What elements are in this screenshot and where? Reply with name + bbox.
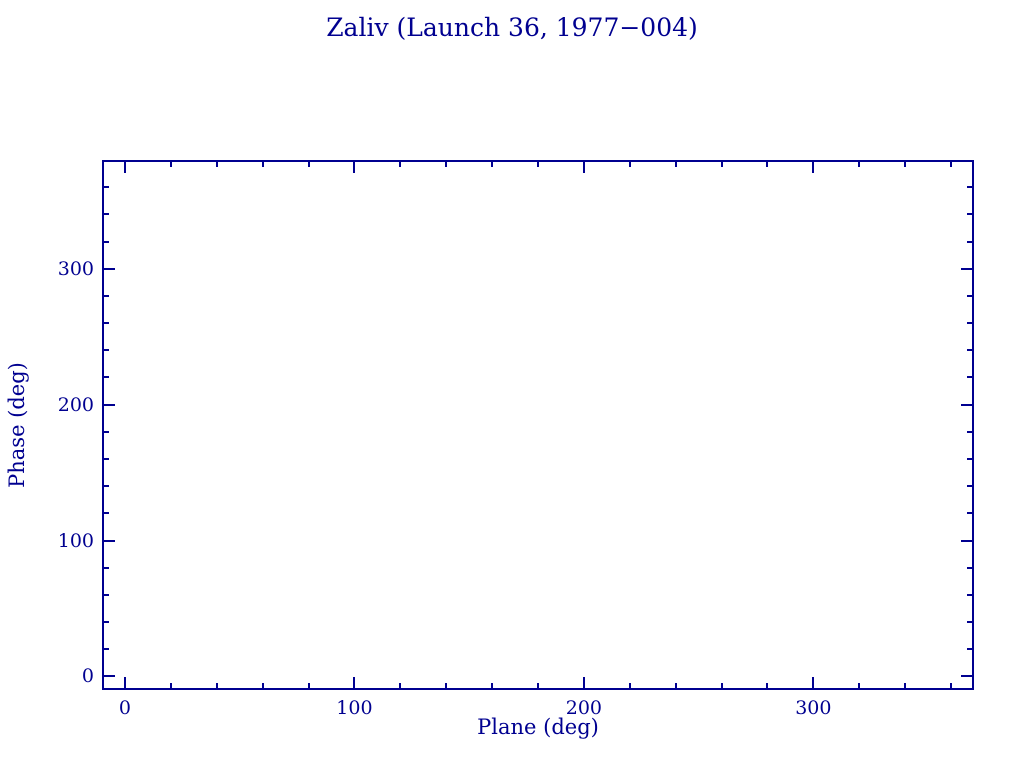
y-minor-tick bbox=[967, 376, 974, 379]
y-tick-label: 100 bbox=[57, 529, 94, 552]
y-minor-tick bbox=[102, 213, 109, 216]
y-minor-tick bbox=[967, 457, 974, 460]
plot-frame bbox=[102, 160, 974, 690]
x-minor-tick bbox=[674, 160, 677, 167]
x-minor-tick bbox=[537, 160, 539, 167]
x-minor-tick bbox=[858, 160, 861, 167]
x-minor-tick bbox=[950, 160, 953, 167]
x-minor-tick bbox=[215, 683, 218, 690]
x-minor-tick bbox=[950, 683, 953, 690]
x-major-tick bbox=[812, 677, 815, 690]
y-major-tick bbox=[102, 539, 115, 542]
y-major-tick bbox=[102, 403, 115, 406]
x-minor-tick bbox=[215, 160, 218, 167]
x-minor-tick bbox=[445, 160, 448, 167]
y-minor-tick bbox=[967, 213, 974, 216]
y-minor-tick bbox=[102, 294, 109, 297]
x-major-tick bbox=[812, 160, 815, 173]
y-minor-tick bbox=[102, 566, 109, 569]
y-minor-tick bbox=[102, 376, 109, 379]
y-minor-tick bbox=[967, 322, 974, 325]
x-minor-tick bbox=[261, 160, 264, 167]
x-minor-tick bbox=[720, 683, 723, 690]
y-minor-tick bbox=[102, 430, 109, 433]
y-tick-label: 0 bbox=[81, 665, 94, 688]
y-minor-tick bbox=[102, 322, 109, 325]
y-major-tick bbox=[961, 403, 974, 406]
x-minor-tick bbox=[674, 683, 677, 690]
x-major-tick bbox=[582, 677, 585, 690]
x-minor-tick bbox=[537, 683, 539, 690]
y-major-tick bbox=[961, 675, 974, 678]
y-minor-tick bbox=[102, 621, 109, 624]
x-axis-label: Plane (deg) bbox=[477, 715, 599, 739]
x-minor-tick bbox=[261, 683, 264, 690]
x-minor-tick bbox=[904, 160, 907, 167]
x-minor-tick bbox=[445, 683, 448, 690]
y-tick-label: 300 bbox=[57, 257, 94, 280]
y-minor-tick bbox=[967, 648, 974, 651]
y-minor-tick bbox=[102, 485, 109, 488]
y-minor-tick bbox=[102, 593, 109, 596]
x-minor-tick bbox=[169, 160, 172, 167]
y-minor-tick bbox=[967, 512, 974, 515]
x-tick-label: 100 bbox=[336, 697, 373, 719]
chart-title: Zaliv (Launch 36, 1977−004) bbox=[326, 13, 698, 42]
x-minor-tick bbox=[399, 160, 402, 167]
y-minor-tick bbox=[102, 512, 109, 515]
x-minor-tick bbox=[169, 683, 172, 690]
y-minor-tick bbox=[967, 485, 974, 488]
y-minor-tick bbox=[102, 457, 109, 460]
x-minor-tick bbox=[491, 683, 494, 690]
y-axis-label: Phase (deg) bbox=[5, 362, 29, 488]
x-minor-tick bbox=[766, 683, 769, 690]
x-major-tick bbox=[123, 160, 126, 173]
plot-area: 0 100 200 300 0 100 200 300 bbox=[58, 160, 974, 719]
y-major-tick bbox=[102, 675, 115, 678]
x-minor-tick bbox=[628, 160, 631, 167]
x-minor-tick bbox=[904, 683, 907, 690]
y-minor-tick bbox=[967, 294, 974, 297]
x-minor-tick bbox=[766, 160, 769, 167]
x-minor-tick bbox=[720, 160, 723, 167]
x-minor-tick bbox=[491, 160, 494, 167]
x-major-tick bbox=[353, 160, 356, 173]
y-minor-tick bbox=[102, 186, 109, 189]
y-minor-tick bbox=[967, 430, 974, 433]
x-tick-label: 0 bbox=[118, 697, 131, 719]
y-tick-label: 200 bbox=[57, 393, 94, 416]
y-minor-tick bbox=[967, 349, 974, 352]
x-major-tick bbox=[353, 677, 356, 690]
y-minor-tick bbox=[967, 240, 974, 243]
y-minor-tick bbox=[102, 349, 109, 352]
x-major-tick bbox=[123, 677, 126, 690]
x-minor-tick bbox=[307, 683, 310, 690]
x-major-tick bbox=[582, 160, 585, 173]
x-minor-tick bbox=[399, 683, 402, 690]
x-minor-tick bbox=[307, 160, 310, 167]
y-minor-tick bbox=[967, 566, 974, 569]
x-tick-label: 300 bbox=[795, 697, 832, 719]
x-tick-label: 200 bbox=[565, 697, 603, 719]
y-minor-tick bbox=[967, 593, 974, 596]
y-major-tick bbox=[961, 267, 974, 270]
x-minor-tick bbox=[858, 683, 861, 690]
y-minor-tick bbox=[102, 240, 109, 243]
y-minor-tick bbox=[967, 186, 974, 189]
x-minor-tick bbox=[628, 683, 631, 690]
y-major-tick bbox=[961, 539, 974, 542]
y-major-tick bbox=[102, 267, 115, 270]
y-minor-tick bbox=[102, 648, 109, 651]
y-minor-tick bbox=[967, 621, 974, 624]
